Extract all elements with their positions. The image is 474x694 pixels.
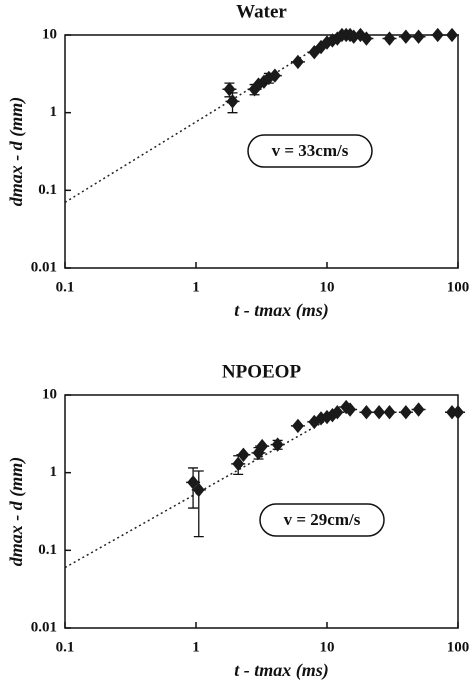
- data-point: [382, 31, 397, 46]
- plot-frame: [64, 394, 459, 629]
- data-point: [222, 82, 237, 97]
- data-point: [398, 29, 413, 44]
- y-tick-label: 0.1: [38, 542, 57, 558]
- data-point: [307, 45, 322, 60]
- chart-title: Water: [236, 1, 287, 22]
- data-point: [255, 438, 270, 454]
- x-tick-label: 100: [447, 639, 470, 655]
- data-point: [398, 405, 413, 420]
- x-tick-label: 0.1: [56, 639, 75, 655]
- x-axis-title: t - tmax (ms): [234, 660, 329, 681]
- annotation-box: [259, 503, 385, 537]
- data-point: [430, 27, 445, 43]
- x-tick-label: 100: [447, 279, 470, 295]
- annotation: v = 33cm/s: [272, 141, 349, 160]
- data-point: [411, 402, 426, 417]
- x-tick-label: 0.1: [56, 279, 75, 295]
- x-tick-label: 1: [192, 279, 200, 295]
- y-tick-label: 0.1: [38, 182, 57, 198]
- annotation-box: [247, 134, 373, 168]
- fit-line: [64, 406, 351, 569]
- data-point: [191, 482, 206, 498]
- data-point: [445, 27, 460, 43]
- data-point: [451, 405, 465, 420]
- data-point: [225, 94, 240, 109]
- y-tick-label: 1: [50, 464, 58, 480]
- data-point: [359, 405, 374, 420]
- y-tick-label: 10: [42, 386, 57, 402]
- data-point: [186, 475, 201, 490]
- y-tick-label: 1: [50, 104, 58, 120]
- x-tick-label: 10: [320, 639, 335, 655]
- data-point: [411, 29, 426, 44]
- plot-frame: [64, 34, 459, 269]
- annotation: v = 29cm/s: [284, 510, 361, 529]
- fit-line: [64, 34, 338, 204]
- y-tick-label: 10: [42, 26, 57, 42]
- data-point: [359, 31, 374, 46]
- x-tick-label: 10: [320, 279, 335, 295]
- y-tick-label: 0.01: [31, 619, 57, 635]
- chart-title: NPOEOP: [222, 361, 302, 382]
- data-point: [290, 418, 305, 434]
- data-point: [290, 54, 305, 70]
- data-point: [382, 405, 397, 420]
- data-point: [330, 405, 345, 420]
- data-point: [267, 68, 282, 83]
- data-point: [270, 437, 285, 452]
- y-tick-label: 0.01: [31, 259, 57, 275]
- data-point: [231, 456, 246, 471]
- x-axis-title: t - tmax (ms): [234, 300, 329, 321]
- x-tick-label: 1: [192, 639, 200, 655]
- data-point: [343, 402, 358, 417]
- y-axis-title: dmax - d (mm): [6, 97, 27, 207]
- y-axis-title: dmax - d (mm): [6, 457, 27, 567]
- data-point: [236, 447, 251, 462]
- error-bar: [193, 470, 204, 538]
